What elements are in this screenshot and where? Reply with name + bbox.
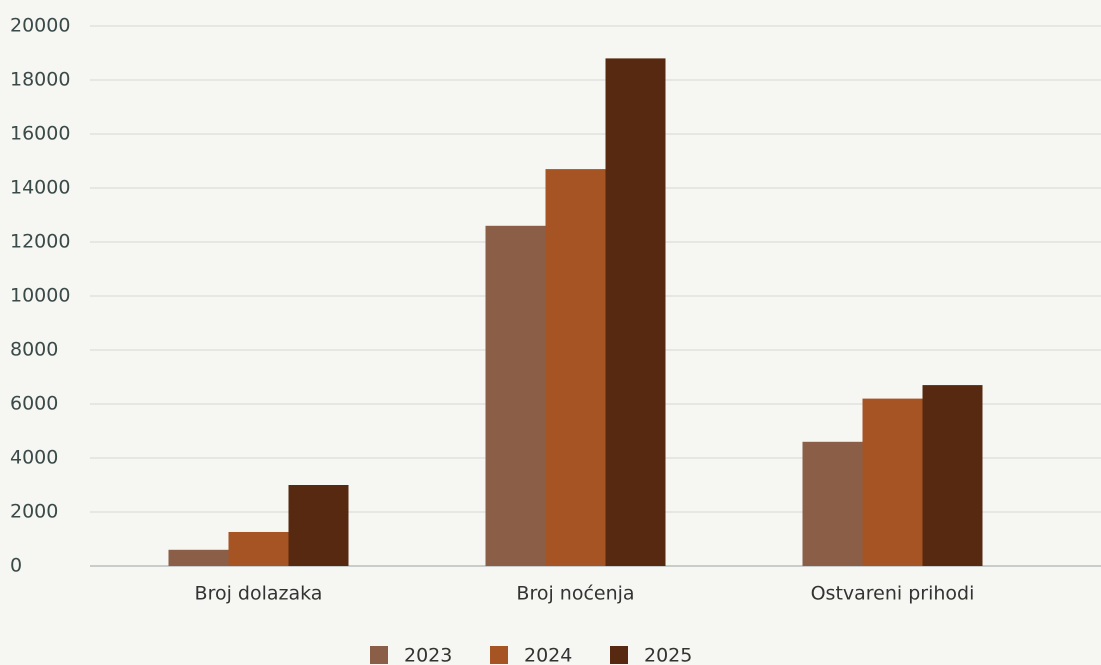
y-tick-label: 10000	[10, 285, 70, 307]
bar	[605, 58, 666, 567]
legend-swatch	[610, 646, 628, 664]
x-tick-label: Ostvareni prihodi	[811, 583, 975, 605]
legend-swatch	[370, 646, 388, 664]
y-tick-label: 2000	[10, 501, 58, 523]
bar	[288, 485, 349, 566]
bar	[228, 531, 289, 566]
y-tick-label: 16000	[10, 123, 70, 145]
y-tick-label: 12000	[10, 231, 70, 253]
y-tick-label: 0	[10, 555, 22, 577]
x-tick-label: Broj noćenja	[516, 583, 634, 605]
bar	[922, 385, 983, 566]
bar	[802, 441, 863, 566]
y-tick-label: 4000	[10, 447, 58, 469]
y-tick-label: 20000	[10, 15, 70, 37]
bar	[545, 169, 606, 566]
legend-label: 2025	[644, 645, 692, 665]
bar	[862, 398, 923, 566]
y-tick-label: 8000	[10, 339, 58, 361]
y-tick-label: 6000	[10, 393, 58, 415]
legend-swatch	[490, 646, 508, 664]
bar	[168, 549, 229, 566]
bar	[485, 225, 546, 567]
x-tick-label: Broj dolazaka	[195, 583, 323, 605]
y-tick-label: 18000	[10, 69, 70, 91]
legend-label: 2023	[404, 645, 452, 665]
legend-label: 2024	[524, 645, 572, 665]
y-tick-label: 14000	[10, 177, 70, 199]
